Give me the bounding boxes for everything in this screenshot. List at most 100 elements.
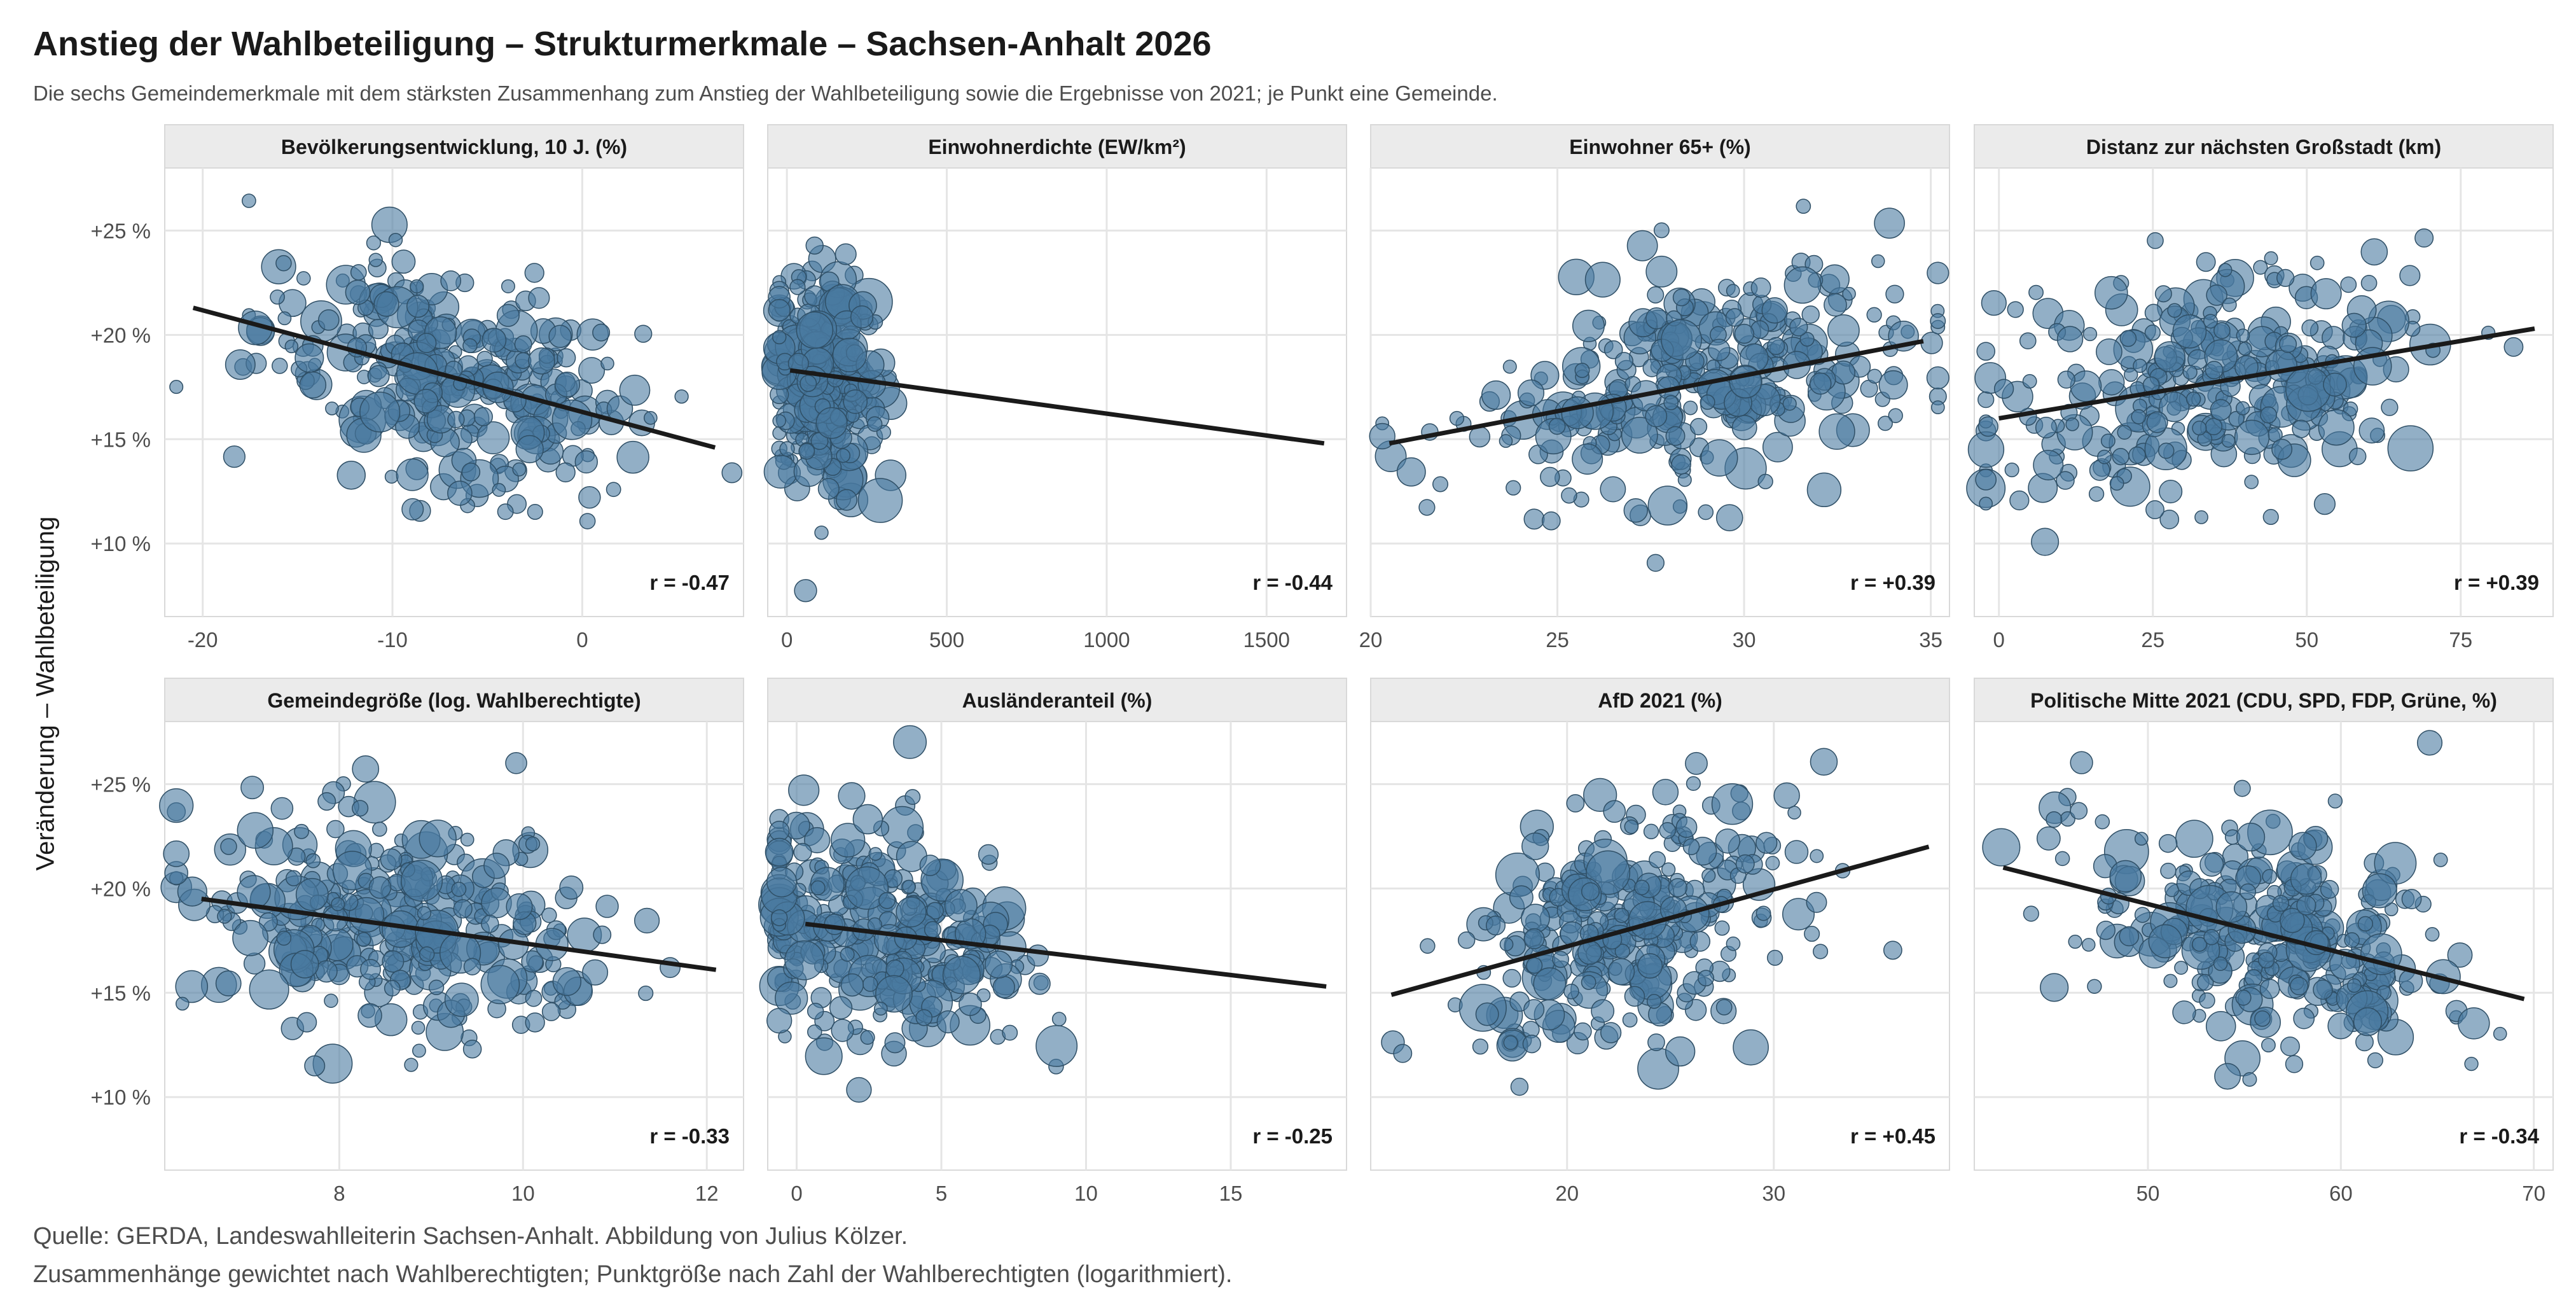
facet-title: Gemeindegröße (log. Wahlberechtigte) <box>267 689 641 712</box>
scatter-point <box>401 498 424 520</box>
scatter-point <box>1502 359 1517 374</box>
scatter-point <box>2355 1033 2374 1052</box>
facet-strip <box>1974 678 2554 722</box>
scatter-point <box>878 891 896 909</box>
scatter-point <box>326 820 345 839</box>
x-tick-label: 30 <box>1733 628 1756 652</box>
scatter-point <box>1927 262 1949 284</box>
scatter-point <box>2280 1036 2300 1057</box>
scatter-point <box>416 333 437 353</box>
scatter-point <box>2447 942 2473 968</box>
y-tick-label: +20 % <box>91 323 151 347</box>
scatter-point <box>919 855 941 876</box>
scatter-point <box>2264 251 2278 265</box>
scatter-point <box>1540 466 1560 487</box>
scatter-point <box>1647 286 1665 304</box>
scatter-point <box>1981 290 2007 316</box>
scatter-point <box>440 270 462 291</box>
scatter-point <box>413 389 439 414</box>
scatter-point <box>840 973 864 997</box>
scatter-point <box>324 993 338 1008</box>
scatter-point <box>1646 994 1662 1009</box>
scatter-point <box>1871 254 1885 269</box>
scatter-point <box>1623 498 1648 523</box>
scatter-point <box>606 482 621 498</box>
scatter-point <box>836 448 851 463</box>
scatter-point <box>2309 255 2325 270</box>
scatter-point <box>832 337 867 373</box>
scatter-point <box>2174 961 2189 975</box>
scatter-point <box>582 959 609 986</box>
scatter-point <box>830 823 866 858</box>
scatter-point <box>541 907 557 923</box>
scatter-point <box>788 774 820 806</box>
scatter-point <box>384 980 401 997</box>
scatter-point <box>461 463 481 482</box>
scatter-point <box>2259 979 2280 1000</box>
x-tick-label: 30 <box>1762 1182 1785 1205</box>
scatter-point <box>868 847 883 861</box>
scatter-point <box>2242 1071 2257 1087</box>
scatter-point <box>634 324 653 343</box>
scatter-point <box>1603 800 1626 823</box>
scatter-point <box>1645 405 1668 428</box>
scatter-point <box>1572 443 1603 475</box>
scatter-point <box>924 921 941 939</box>
scatter-point <box>2285 1055 2304 1073</box>
scatter-point <box>1700 439 1738 477</box>
y-tick-label: +15 % <box>91 428 151 451</box>
facet-title: Einwohnerdichte (EW/km²) <box>928 136 1186 158</box>
scatter-point <box>1975 469 1997 491</box>
scatter-point <box>1977 391 1995 408</box>
scatter-point <box>2054 851 2070 867</box>
scatter-point <box>829 996 853 1020</box>
scatter-point <box>2035 416 2057 438</box>
scatter-point <box>2192 937 2207 952</box>
scatter-point <box>401 860 443 902</box>
scatter-point <box>2343 401 2358 417</box>
scatter-point <box>2007 301 2024 318</box>
scatter-point <box>2167 303 2182 318</box>
scatter-point <box>325 401 339 415</box>
scatter-point <box>674 389 689 404</box>
scatter-point <box>388 232 403 248</box>
scatter-point <box>1799 331 1815 347</box>
scatter-point <box>2154 341 2185 373</box>
scatter-point <box>805 1037 843 1075</box>
scatter-point <box>1503 1035 1518 1050</box>
scatter-point <box>1552 951 1570 968</box>
scatter-point <box>1509 885 1534 910</box>
scatter-point <box>1649 851 1666 869</box>
facet-panel: Ausländeranteil (%) 0 5 10 15 r = -0.25 <box>758 678 1347 1205</box>
scatter-point <box>217 909 232 924</box>
scatter-point <box>1624 819 1639 834</box>
scatter-point <box>2081 938 2096 952</box>
facet-panel: Einwohner 65+ (%) 20 25 30 35 r = +0.39 <box>1359 124 1950 652</box>
correlation-label: r = +0.39 <box>2454 571 2539 594</box>
scatter-point <box>2192 421 2207 436</box>
scatter-point <box>2070 751 2093 774</box>
scatter-point <box>317 309 340 331</box>
trend-line <box>1390 844 1930 997</box>
scatter-point <box>548 324 572 348</box>
scatter-point <box>766 867 798 898</box>
scatter-point <box>1827 314 1860 347</box>
scatter-point <box>366 235 382 251</box>
scatter-point <box>1993 379 2014 399</box>
scatter-point <box>331 897 345 912</box>
scatter-point <box>270 289 285 305</box>
scatter-point <box>237 812 274 849</box>
scatter-point <box>272 358 288 374</box>
scatter-point <box>1698 504 1714 520</box>
scatter-point <box>1726 284 1740 298</box>
scatter-point <box>1591 999 1615 1023</box>
scatter-point <box>2296 895 2316 916</box>
scatter-point <box>2301 319 2319 337</box>
scatter-point <box>1432 476 1448 492</box>
scatter-point <box>1672 288 1691 307</box>
x-tick-label: 1000 <box>1083 628 1130 652</box>
scatter-point <box>480 965 520 1005</box>
scatter-point <box>2236 822 2266 852</box>
scatter-point <box>2260 406 2278 424</box>
scatter-point <box>1708 338 1731 361</box>
